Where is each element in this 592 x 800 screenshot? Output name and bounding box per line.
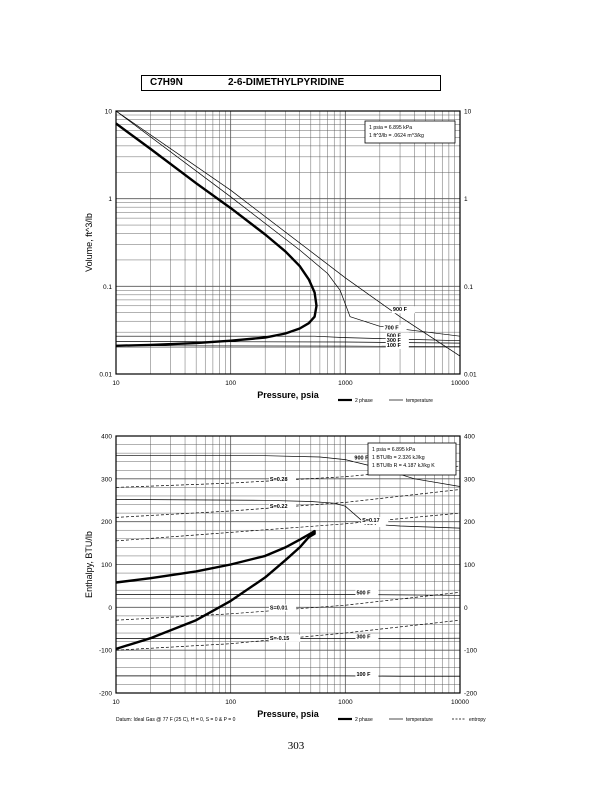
chart2-curve-label-100-f: 100 F — [356, 672, 371, 678]
chart2-x-tick-label: 100 — [225, 699, 236, 706]
chart1-y-tick-label: 10 — [105, 109, 113, 116]
chart1-x-tick-label: 100 — [225, 380, 236, 387]
chart2-curve-label-s-0-17: S=0.17 — [362, 518, 380, 524]
chart2-y-tick-label-right: -200 — [464, 691, 477, 698]
chart1-legend-label: 2 phase — [355, 398, 373, 404]
chart2-y-tick-label: -100 — [99, 648, 112, 655]
chart1-x-tick-label: 10 — [112, 380, 120, 387]
chart1-note-line: 1 psia = 6.895 kPa — [369, 125, 412, 131]
chart2-curve-label-bg — [355, 670, 379, 678]
chart1-y-tick-label-right: 0.1 — [464, 284, 473, 291]
chart2-x-tick-label: 10 — [112, 699, 120, 706]
page-number: 303 — [287, 740, 305, 752]
chart1-x-tick-label: 1000 — [338, 380, 353, 387]
chart1-plot-frame — [115, 110, 461, 375]
chart2-curve-label-bg — [361, 517, 389, 525]
chart1-curve-label-bg — [385, 342, 409, 350]
chart2-series-2-phase — [115, 529, 316, 651]
chart1-curve-label-bg — [383, 324, 407, 332]
chart2-x-tick-label: 10000 — [451, 699, 469, 706]
chart1-curve-label-300-f: 300 F — [387, 338, 402, 344]
chart2-curve-label-bg — [353, 454, 377, 462]
chart2-curve-label-bg — [268, 604, 297, 612]
chart1-y-tick-label: 0.1 — [103, 284, 112, 291]
chart2-curve-label-s-0-22: S=0.22 — [270, 504, 288, 510]
chart2-legend-label: entropy — [469, 717, 486, 723]
chart2-y-tick-label-right: 400 — [464, 434, 475, 441]
title-formula: C7H9N — [150, 77, 183, 88]
chart1-y-tick-label-right: 10 — [464, 109, 472, 116]
chart1-notes-box — [364, 120, 456, 144]
chart2-curve-label-300-f: 300 F — [356, 635, 371, 641]
chart1-series-100-f — [115, 345, 461, 348]
chart2-curve-label-bg — [268, 634, 301, 642]
chart2-curve-label-bg — [268, 502, 297, 510]
chart2-curve-label-bg — [355, 589, 379, 597]
chart2-legend-label: 2 phase — [355, 717, 373, 723]
chart2-plot-frame — [115, 435, 461, 694]
chart2-note-line: 1 BTU/lb = 2.326 kJ/kg — [372, 455, 425, 461]
chart2-y-tick-label: 300 — [101, 476, 112, 483]
chart2-series-s-0-17 — [115, 512, 461, 542]
chart1-curve-label-bg — [385, 332, 409, 340]
chart2-y-tick-label: -200 — [99, 691, 112, 698]
chart1-y-axis-label: Volume, ft^3/lb — [84, 213, 94, 272]
chart2-y-tick-label-right: 0 — [464, 605, 468, 612]
chart1-y-tick-label-right: 1 — [464, 196, 468, 203]
chart1-legend-label: temperature — [406, 398, 433, 404]
chart1-y-tick-label: 0.01 — [99, 372, 112, 379]
chart2-curve-label-900-f: 900 F — [354, 456, 369, 462]
chart1-curve-label-500-f: 500 F — [387, 333, 402, 339]
chart1-series-700-f — [115, 110, 461, 337]
chart2-curve-label-s-0-28: S=0.28 — [270, 477, 288, 483]
chart1-series-2-phase — [115, 122, 318, 347]
chart1-series-300-f — [115, 341, 461, 344]
chart2-y-tick-label: 0 — [108, 605, 112, 612]
chart1-curve-label-100-f: 100 F — [387, 343, 402, 349]
chart2-y-tick-label-right: 300 — [464, 476, 475, 483]
chart2-curve-label-500-f: 500 F — [356, 590, 371, 596]
chart1-curve-label-700-f: 700 F — [385, 326, 400, 332]
title-box: C7H9N 2-6-DIMETHYLPYRIDINE — [141, 75, 441, 91]
chart2-y-tick-label: 100 — [101, 562, 112, 569]
title-compound-name: 2-6-DIMETHYLPYRIDINE — [228, 77, 345, 88]
chart1-y-tick-label-right: 0.01 — [464, 372, 477, 379]
chart1-x-axis-label: Pressure, psia — [257, 390, 320, 400]
chart2-curve-label-s-0-15: S=-0.15 — [270, 636, 289, 642]
chart1-curve-label-bg — [385, 336, 409, 344]
chart2-notes-box — [367, 442, 457, 476]
chart2-curve-label-bg — [355, 633, 379, 641]
chart2-x-axis-label: Pressure, psia — [257, 709, 320, 719]
chart1-y-tick-label: 1 — [108, 196, 112, 203]
chart2-series-900-f — [115, 454, 461, 487]
chart1-note-line: 1 ft^3/lb = .0624 m^3/kg — [369, 133, 424, 139]
chart2-series-500-f — [116, 594, 461, 596]
chart2-series-700-f — [115, 499, 461, 529]
chart1-curve-label-900-f: 900 F — [393, 307, 408, 313]
chart2-legend-label: temperature — [406, 717, 433, 723]
chart2-y-tick-label: 200 — [101, 519, 112, 526]
chart2-x-tick-label: 1000 — [338, 699, 353, 706]
chart2-note-line: 1 BTU/lb R = 4.187 kJ/kg K — [372, 463, 435, 469]
chart2-curve-label-bg — [268, 475, 297, 483]
chart2-y-axis-label: Enthalpy, BTU/lb — [84, 531, 94, 598]
chart2-note-line: 1 psia = 6.895 kPa — [372, 447, 415, 453]
chart2-y-tick-label-right: 200 — [464, 519, 475, 526]
chart2-curve-label-s-0-01: S=0.01 — [270, 605, 288, 611]
chart2-y-tick-label: 400 — [101, 434, 112, 441]
chart1-x-tick-label: 10000 — [451, 380, 469, 387]
chart2-footnote: Datum: Ideal Gas @ 77 F (25 C), H = 0, S… — [116, 717, 236, 723]
chart2-y-tick-label-right: 100 — [464, 562, 475, 569]
chart1-series-500-f — [116, 335, 461, 342]
chart1-curve-label-bg — [391, 306, 415, 314]
chart2-y-tick-label-right: -100 — [464, 648, 477, 655]
chart1-series-900-f — [115, 110, 461, 357]
